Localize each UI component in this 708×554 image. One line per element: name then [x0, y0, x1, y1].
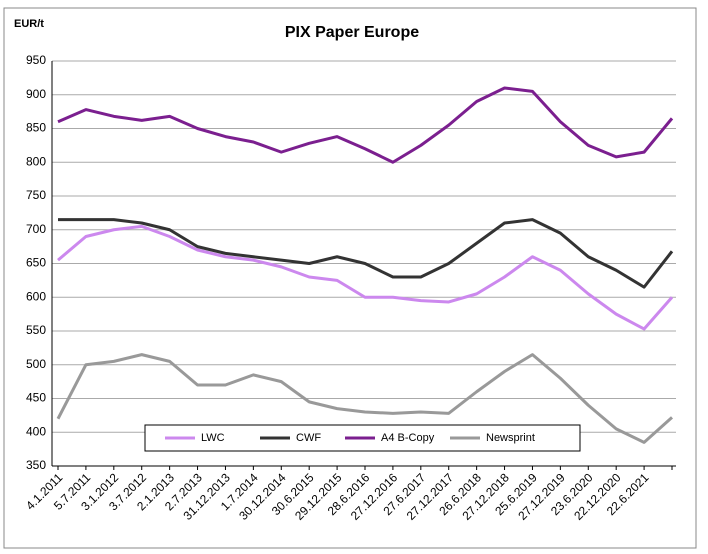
y-tick-label: 600 — [26, 289, 46, 303]
y-tick-label: 500 — [26, 357, 46, 371]
legend-label: LWC — [201, 432, 225, 444]
chart-title: PIX Paper Europe — [285, 24, 419, 41]
y-tick-label: 900 — [26, 87, 46, 101]
series-line — [57, 224, 674, 331]
y-tick-label: 800 — [26, 154, 46, 168]
series-line — [57, 86, 674, 164]
y-tick-label: 450 — [26, 391, 46, 405]
legend-label: Newsprint — [486, 432, 535, 444]
y-tick-label: 700 — [26, 222, 46, 236]
y-tick-label: 400 — [26, 424, 46, 438]
legend-label: CWF — [296, 432, 321, 444]
y-tick-label: 350 — [26, 458, 46, 472]
legend-label: A4 B-Copy — [381, 432, 435, 444]
y-tick-label: 750 — [26, 188, 46, 202]
y-tick-label: 850 — [26, 121, 46, 135]
series-line — [56, 353, 674, 444]
chart-frame — [3, 7, 697, 549]
y-tick-label: 950 — [26, 53, 46, 67]
y-tick-label: 650 — [26, 256, 46, 270]
y-axis-label: EUR/t — [14, 18, 44, 30]
series-line — [58, 218, 674, 289]
y-tick-label: 550 — [26, 323, 46, 337]
